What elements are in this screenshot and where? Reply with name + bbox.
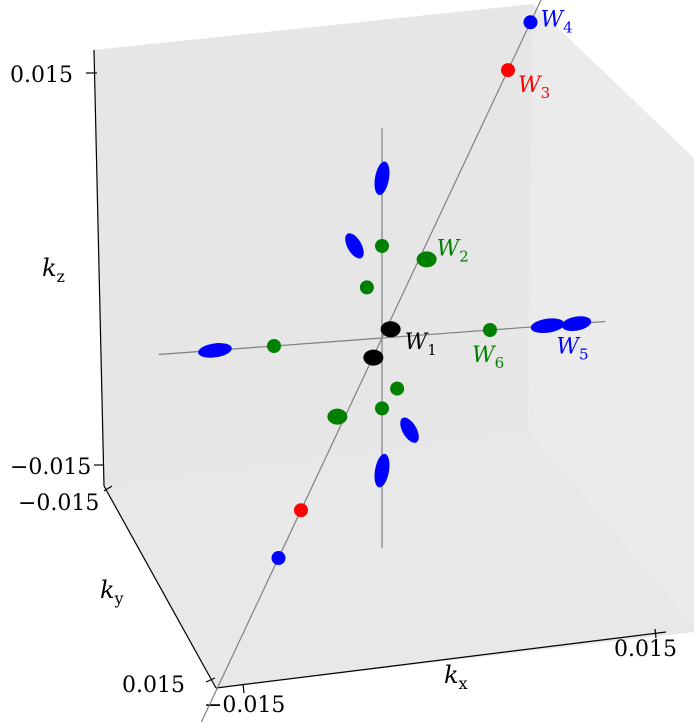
point-w3-1 (294, 503, 308, 518)
x-axis-spine (215, 631, 667, 689)
point-w1-1 (363, 349, 384, 366)
x-axis-label-main: k (444, 661, 459, 689)
point-w4-0 (523, 15, 538, 30)
point-w6-0 (483, 323, 497, 337)
y-tick-top (103, 485, 113, 492)
point-w5-0 (561, 316, 592, 331)
z-axis-label-sub: z (57, 267, 65, 286)
data-points (198, 15, 592, 566)
x-tick-left (242, 683, 245, 694)
z-axis-label-main: k (42, 254, 57, 282)
y-axis-label: ky (100, 576, 124, 608)
label-w1-main: W (405, 330, 430, 355)
point-w3-0 (501, 63, 515, 78)
floor-pane (104, 430, 694, 688)
label-w5: W5 (556, 335, 588, 364)
x-tick-right (654, 628, 657, 639)
point-w2-1 (327, 408, 348, 425)
point-w4-4 (530, 318, 565, 334)
point-w6-4 (359, 280, 374, 295)
label-w5-sub: 5 (579, 346, 589, 364)
label-w2: W2 (437, 236, 469, 265)
y-axis-label-main: k (100, 576, 115, 604)
label-w4-sub: 4 (563, 18, 573, 36)
x-tick-label-right: 0.015 (614, 637, 677, 662)
label-w3: W3 (518, 73, 550, 102)
z-tick-label-top: 0.015 (10, 63, 73, 88)
z-axis-spine (93, 49, 105, 487)
label-w2-main: W (437, 236, 462, 261)
side-pane (528, 4, 694, 625)
point-w6-1 (267, 339, 281, 353)
label-w1-sub: 1 (427, 341, 437, 359)
point-w4-5 (198, 343, 232, 358)
z-tick-label-bottom: −0.015 (10, 455, 91, 480)
label-w5-main: W (556, 335, 581, 360)
x-tick-label-left: −0.015 (204, 693, 285, 718)
label-w4-main: W (541, 7, 566, 32)
y-tick-label-top: −0.015 (18, 491, 99, 516)
point-w4-1 (271, 551, 286, 566)
label-w6-main: W (472, 343, 497, 368)
point-w6-2 (375, 238, 389, 253)
x-axis-label: kx (444, 661, 468, 693)
y-axis-label-sub: y (114, 589, 124, 608)
label-w6: W6 (472, 343, 504, 372)
point-w2-0 (416, 251, 437, 268)
axes-layer: 0.015 −0.015 −0.015 0.015 −0.015 0.015 k… (10, 63, 677, 718)
label-w1: W1 (405, 330, 437, 359)
label-w2-sub: 2 (459, 247, 469, 265)
point-w6-3 (375, 401, 389, 416)
point-w1-0 (380, 321, 401, 338)
label-w3-sub: 3 (541, 84, 551, 102)
label-w3-main: W (518, 73, 543, 98)
x-axis-label-sub: x (459, 674, 468, 693)
y-axis-spine (103, 485, 217, 689)
point-w4-7 (400, 417, 419, 443)
label-w6-sub: 6 (495, 354, 505, 372)
axis-panes (86, 4, 694, 694)
point-w4-3 (374, 453, 390, 488)
y-tick-bottom (205, 677, 216, 683)
y-tick-label-bottom: 0.015 (122, 673, 185, 698)
point-w6-5 (390, 381, 405, 396)
back-pane (94, 4, 533, 486)
label-w4: W4 (541, 7, 573, 36)
z-axis-label: kz (42, 254, 65, 286)
point-w4-6 (345, 233, 364, 259)
point-w4-2 (374, 161, 390, 196)
